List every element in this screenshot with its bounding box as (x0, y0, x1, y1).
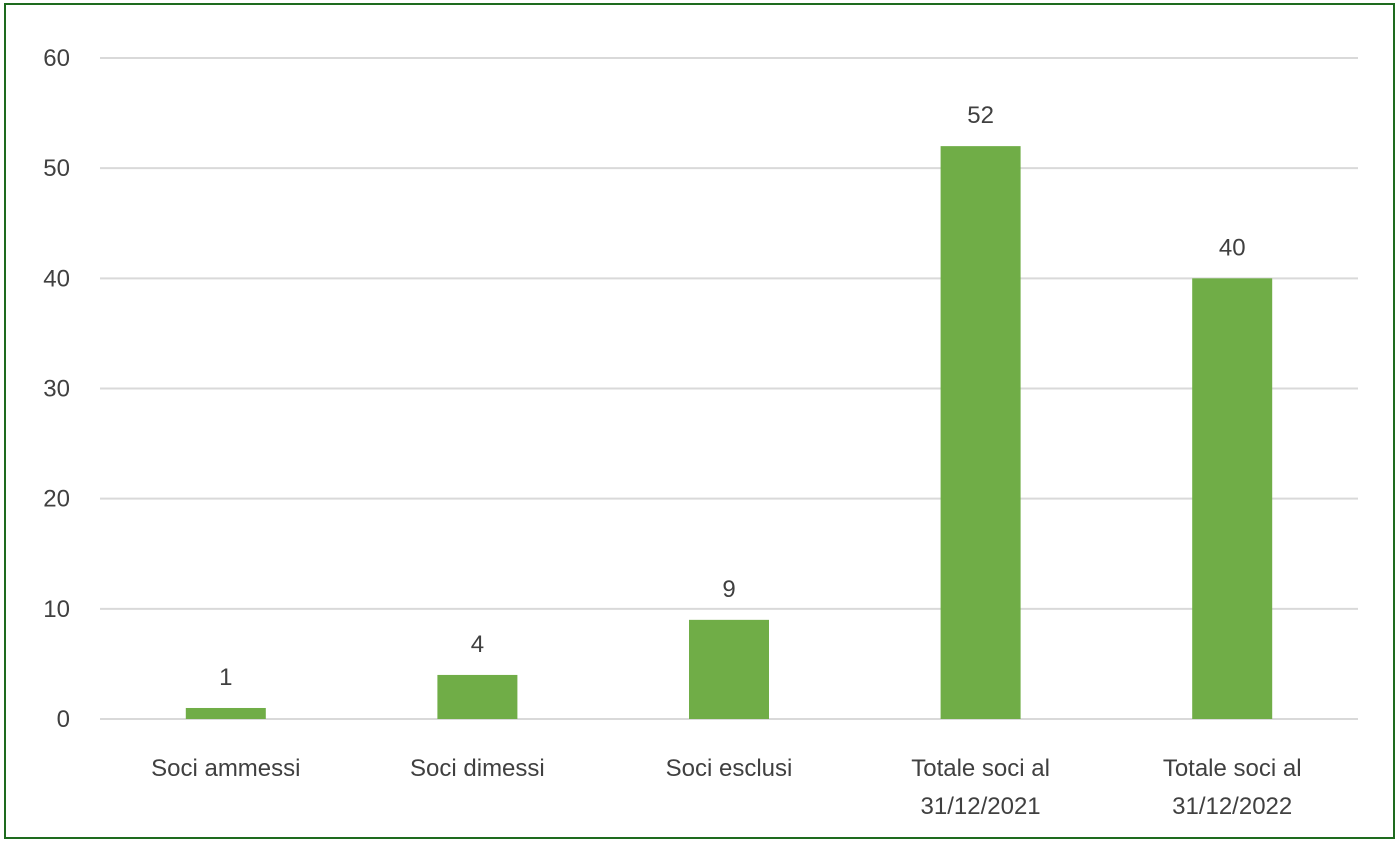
bar (437, 674, 518, 719)
category-label: Totale soci al 31/12/2022 (1163, 755, 1302, 820)
y-axis-tick-labels: 0 10 20 30 40 50 60 (43, 45, 70, 733)
data-labels: 1 4 9 52 40 (219, 102, 1245, 691)
data-label: 52 (967, 102, 994, 129)
y-tick-label: 20 (43, 486, 70, 513)
category-label: Soci esclusi (666, 755, 793, 782)
bar (940, 146, 1021, 720)
gridlines (100, 57, 1358, 720)
data-label: 1 (219, 664, 232, 691)
y-tick-label: 10 (43, 596, 70, 623)
x-axis-category-labels: Soci ammessi Soci dimessi Soci esclusi Tota… (151, 755, 1301, 820)
data-label: 4 (471, 631, 484, 658)
category-label: Soci ammessi (151, 755, 300, 782)
bars (185, 146, 1273, 720)
bar (185, 707, 266, 719)
category-label: Soci dimessi (410, 755, 545, 782)
bar (689, 619, 769, 719)
data-label: 9 (722, 576, 735, 603)
y-tick-label: 60 (43, 45, 70, 72)
y-tick-label: 50 (43, 155, 70, 182)
y-tick-label: 30 (43, 376, 70, 403)
bar (1192, 278, 1273, 719)
data-label: 40 (1219, 234, 1246, 261)
y-tick-label: 0 (57, 706, 70, 733)
category-label: Totale soci al 31/12/2021 (911, 755, 1050, 820)
y-tick-label: 40 (43, 265, 70, 292)
